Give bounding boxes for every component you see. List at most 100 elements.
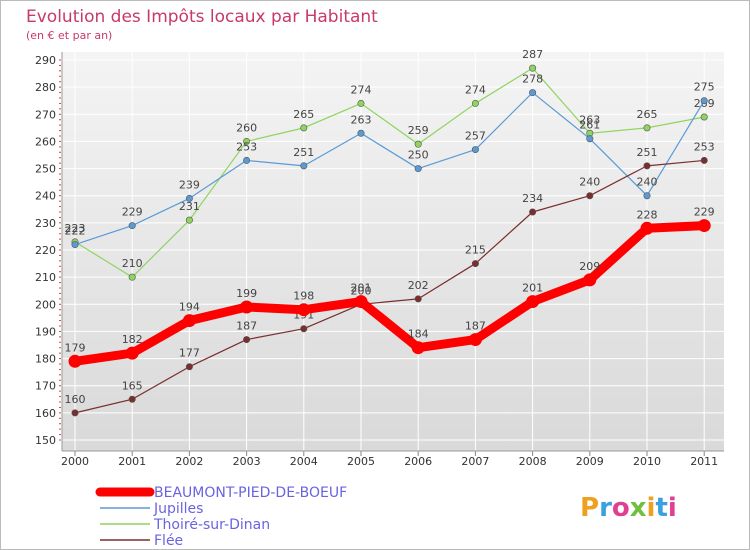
data-point bbox=[182, 314, 196, 328]
data-label: 199 bbox=[236, 287, 257, 300]
data-point bbox=[300, 325, 308, 333]
y-minor-tick bbox=[59, 227, 61, 229]
y-tick-label: 270 bbox=[35, 108, 56, 121]
y-minor-tick bbox=[59, 417, 61, 419]
data-label: 261 bbox=[579, 119, 600, 132]
y-minor-tick bbox=[59, 108, 61, 110]
data-label: 182 bbox=[122, 333, 143, 346]
data-label: 160 bbox=[65, 393, 86, 406]
y-minor-tick bbox=[59, 287, 61, 289]
data-label: 278 bbox=[522, 73, 543, 86]
data-point bbox=[68, 354, 82, 368]
data-point bbox=[414, 295, 422, 303]
data-label: 257 bbox=[465, 130, 486, 143]
data-point bbox=[300, 162, 308, 170]
y-minor-tick bbox=[59, 168, 61, 170]
data-label: 228 bbox=[637, 208, 658, 221]
y-minor-tick bbox=[59, 298, 61, 300]
x-tick-label: 2002 bbox=[175, 455, 203, 468]
x-tick-label: 2003 bbox=[233, 455, 261, 468]
data-point bbox=[700, 156, 708, 164]
y-minor-tick bbox=[59, 330, 61, 332]
data-label: 265 bbox=[293, 108, 314, 121]
y-minor-tick bbox=[59, 64, 61, 66]
data-point bbox=[583, 273, 597, 287]
data-label: 239 bbox=[179, 178, 200, 191]
data-point bbox=[354, 295, 368, 309]
y-minor-tick bbox=[59, 292, 61, 294]
y-minor-tick bbox=[59, 363, 61, 365]
x-tick-label: 2004 bbox=[290, 455, 318, 468]
data-label: 177 bbox=[179, 347, 200, 360]
data-point bbox=[700, 113, 708, 121]
y-minor-tick bbox=[59, 260, 61, 262]
plot-area bbox=[62, 52, 724, 451]
y-minor-tick bbox=[59, 238, 61, 240]
data-point bbox=[300, 124, 308, 132]
data-point bbox=[185, 194, 193, 202]
y-tick-label: 290 bbox=[35, 54, 56, 67]
y-minor-tick bbox=[59, 184, 61, 186]
axes: 150 160 170 180 190 200 210 220 230 240 250 260 270 2… bbox=[35, 52, 724, 468]
data-point bbox=[643, 124, 651, 132]
data-label: 263 bbox=[351, 113, 372, 126]
x-tick-label: 2005 bbox=[347, 455, 375, 468]
y-minor-tick bbox=[59, 195, 61, 197]
y-minor-tick bbox=[59, 200, 61, 202]
data-point bbox=[643, 192, 651, 200]
data-point bbox=[700, 97, 708, 105]
y-minor-tick bbox=[59, 325, 61, 327]
y-minor-tick bbox=[59, 102, 61, 104]
y-minor-tick bbox=[59, 249, 61, 251]
y-minor-tick bbox=[59, 135, 61, 137]
x-tick-label: 2007 bbox=[461, 455, 489, 468]
y-minor-tick bbox=[59, 265, 61, 267]
data-label: 250 bbox=[408, 149, 429, 162]
data-point bbox=[586, 192, 594, 200]
data-label: 275 bbox=[694, 81, 715, 94]
y-minor-tick bbox=[59, 379, 61, 381]
y-tick-label: 230 bbox=[35, 217, 56, 230]
y-minor-tick bbox=[59, 146, 61, 148]
y-minor-tick bbox=[59, 396, 61, 398]
y-minor-tick bbox=[59, 130, 61, 132]
y-minor-tick bbox=[59, 341, 61, 343]
data-label: 263 bbox=[579, 113, 600, 126]
data-label: 201 bbox=[522, 282, 543, 295]
data-label: 229 bbox=[694, 206, 715, 219]
y-minor-tick bbox=[59, 157, 61, 159]
data-point bbox=[586, 135, 594, 143]
y-tick-label: 190 bbox=[35, 325, 56, 338]
y-minor-tick bbox=[59, 140, 61, 142]
data-point bbox=[468, 333, 482, 347]
data-point bbox=[414, 140, 422, 148]
y-minor-tick bbox=[59, 97, 61, 99]
y-minor-tick bbox=[59, 390, 61, 392]
y-minor-tick bbox=[59, 385, 61, 387]
data-point bbox=[471, 146, 479, 154]
data-label: 287 bbox=[522, 48, 543, 61]
y-minor-tick bbox=[59, 75, 61, 77]
data-label: 240 bbox=[579, 176, 600, 189]
data-label: 165 bbox=[122, 379, 143, 392]
y-minor-tick bbox=[59, 81, 61, 83]
data-point bbox=[529, 208, 537, 216]
data-point bbox=[414, 165, 422, 173]
y-minor-tick bbox=[59, 320, 61, 322]
data-label: 229 bbox=[122, 206, 143, 219]
y-minor-tick bbox=[59, 347, 61, 349]
data-label: 187 bbox=[465, 320, 486, 333]
data-point bbox=[243, 156, 251, 164]
y-minor-tick bbox=[59, 352, 61, 354]
data-label: 259 bbox=[408, 124, 429, 137]
data-point bbox=[128, 222, 136, 230]
data-label: 234 bbox=[522, 192, 543, 205]
data-point bbox=[643, 162, 651, 170]
data-label: 210 bbox=[122, 257, 143, 270]
x-tick-label: 2001 bbox=[118, 455, 146, 468]
data-label: 209 bbox=[579, 260, 600, 273]
legend-label: BEAUMONT-PIED-DE-BOEUF bbox=[154, 485, 347, 501]
y-minor-tick bbox=[59, 119, 61, 121]
